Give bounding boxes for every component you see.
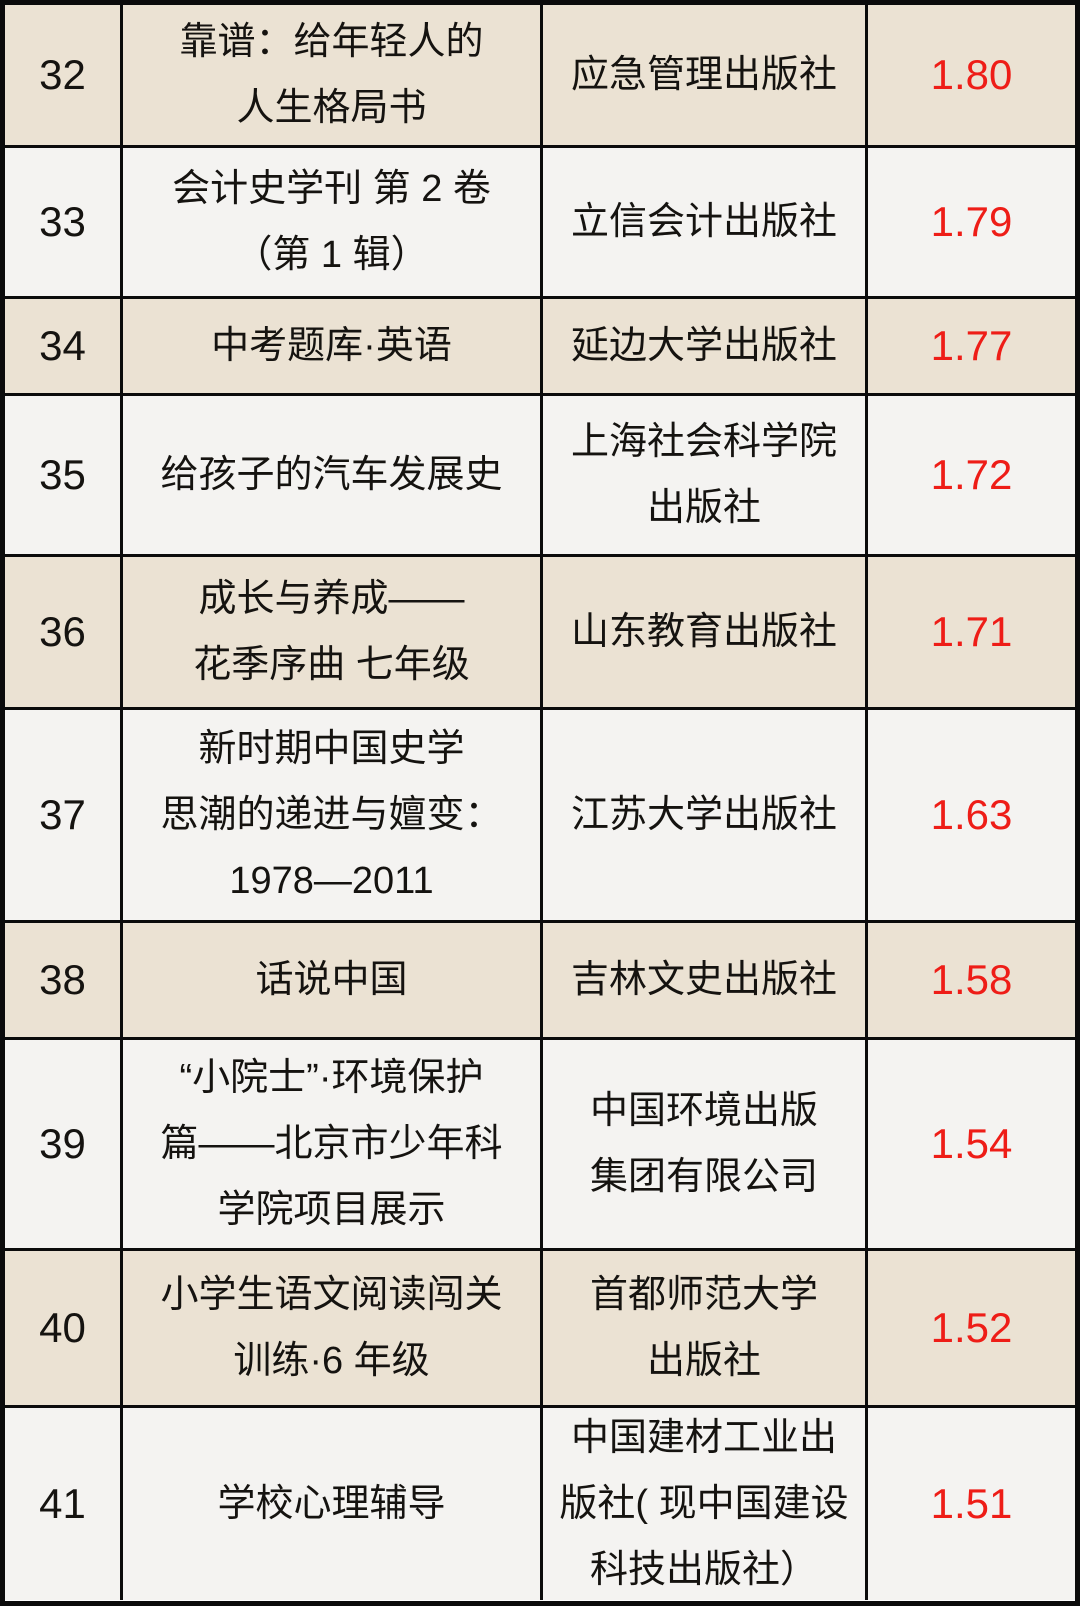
publisher-line: 江苏大学出版社 <box>570 794 837 836</box>
title-cell: 会计史学刊 第 2 卷 （第 1 辑） <box>120 148 540 296</box>
title-line: 训练·6 年级 <box>233 1340 430 1382</box>
rank-cell: 32 <box>39 51 86 98</box>
index-value: 1.71 <box>865 557 1075 707</box>
table-row: 39 “小院士”·环境保护 篇——北京市少年科 学院项目展示 中国环境出版 集团有限公司 1… <box>5 1037 1075 1248</box>
table-row: 36 成长与养成—— 花季序曲 七年级 山东教育出版社 1.71 <box>5 554 1075 707</box>
index-value: 1.54 <box>865 1040 1075 1248</box>
rank-cell: 38 <box>39 956 86 1003</box>
title-cell: 小学生语文阅读闯关 训练·6 年级 <box>120 1251 540 1405</box>
publisher-line: 出版社 <box>646 1340 761 1382</box>
index-value: 1.72 <box>865 396 1075 554</box>
title-line: “小院士”·环境保护 <box>179 1057 484 1099</box>
table-row: 35 给孩子的汽车发展史 上海社会科学院 出版社 1.72 <box>5 393 1075 554</box>
rank-cell: 34 <box>39 322 86 369</box>
title-cell: 给孩子的汽车发展史 <box>120 396 540 554</box>
publisher-line: 山东教育出版社 <box>570 611 837 653</box>
title-line: 篇——北京市少年科 <box>160 1123 503 1165</box>
rank-cell: 40 <box>39 1304 86 1351</box>
title-cell: “小院士”·环境保护 篇——北京市少年科 学院项目展示 <box>120 1040 540 1248</box>
title-line: 学校心理辅导 <box>217 1483 446 1525</box>
table-row: 38 话说中国 吉林文史出版社 1.58 <box>5 920 1075 1037</box>
table-row: 37 新时期中国史学 思潮的递进与嬗变： 1978—2011 江苏大学出版社 1.63 <box>5 707 1075 920</box>
index-value: 1.77 <box>865 299 1075 393</box>
table-row: 33 会计史学刊 第 2 卷 （第 1 辑） 立信会计出版社 1.79 <box>5 145 1075 296</box>
title-line: 学院项目展示 <box>217 1189 446 1231</box>
title-line: 中考题库·英语 <box>211 325 452 367</box>
publisher-line: 出版社 <box>646 487 761 529</box>
index-value: 1.52 <box>865 1251 1075 1405</box>
title-cell: 中考题库·英语 <box>120 299 540 393</box>
index-value: 1.58 <box>865 923 1075 1037</box>
title-line: 成长与养成—— <box>198 578 465 620</box>
index-value: 1.80 <box>865 5 1075 145</box>
publisher-cell: 应急管理出版社 <box>540 5 865 145</box>
title-line: 新时期中国史学 <box>198 728 465 770</box>
publisher-line: 中国环境出版 <box>589 1090 818 1132</box>
index-value: 1.63 <box>865 710 1075 920</box>
title-line: 1978—2011 <box>229 860 434 902</box>
publisher-line: 集团有限公司 <box>589 1156 818 1198</box>
index-value: 1.79 <box>865 148 1075 296</box>
publisher-line: 立信会计出版社 <box>570 201 837 243</box>
title-line: 靠谱：给年轻人的 <box>179 21 484 63</box>
title-cell: 新时期中国史学 思潮的递进与嬗变： 1978—2011 <box>120 710 540 920</box>
rank-cell: 39 <box>39 1120 86 1167</box>
title-line: 会计史学刊 第 2 卷 <box>172 168 491 210</box>
title-line: 思潮的递进与嬗变： <box>160 794 503 836</box>
title-cell: 成长与养成—— 花季序曲 七年级 <box>120 557 540 707</box>
title-cell: 话说中国 <box>120 923 540 1037</box>
title-line: 给孩子的汽车发展史 <box>160 454 503 496</box>
publisher-cell: 立信会计出版社 <box>540 148 865 296</box>
title-line: 小学生语文阅读闯关 <box>160 1274 503 1316</box>
publisher-line: 首都师范大学 <box>589 1274 818 1316</box>
publisher-line: 中国建材工业出 <box>570 1417 837 1459</box>
title-cell: 靠谱：给年轻人的 人生格局书 <box>120 5 540 145</box>
publisher-cell: 中国建材工业出 版社( 现中国建设 科技出版社） <box>540 1408 865 1600</box>
title-line: 花季序曲 七年级 <box>193 644 470 686</box>
rank-cell: 37 <box>39 791 86 838</box>
rank-cell: 35 <box>39 451 86 498</box>
title-line: 话说中国 <box>255 959 408 1001</box>
publisher-cell: 首都师范大学 出版社 <box>540 1251 865 1405</box>
publisher-line: 延边大学出版社 <box>570 325 837 367</box>
title-cell: 学校心理辅导 <box>120 1408 540 1600</box>
publisher-line: 版社( 现中国建设 <box>559 1483 849 1525</box>
rank-cell: 33 <box>39 198 86 245</box>
publisher-line: 吉林文史出版社 <box>570 959 837 1001</box>
table-row: 41 学校心理辅导 中国建材工业出 版社( 现中国建设 科技出版社） 1.51 <box>5 1405 1075 1600</box>
table-row: 32 靠谱：给年轻人的 人生格局书 应急管理出版社 1.80 <box>5 5 1075 145</box>
publisher-cell: 中国环境出版 集团有限公司 <box>540 1040 865 1248</box>
index-value: 1.51 <box>865 1408 1075 1600</box>
publisher-line: 上海社会科学院 <box>570 421 837 463</box>
publisher-line: 科技出版社） <box>589 1549 818 1591</box>
publisher-cell: 延边大学出版社 <box>540 299 865 393</box>
publisher-cell: 江苏大学出版社 <box>540 710 865 920</box>
publisher-line: 应急管理出版社 <box>570 54 837 96</box>
rank-cell: 41 <box>39 1480 86 1527</box>
title-line: 人生格局书 <box>236 87 427 129</box>
rank-cell: 36 <box>39 608 86 655</box>
table-row: 40 小学生语文阅读闯关 训练·6 年级 首都师范大学 出版社 1.52 <box>5 1248 1075 1405</box>
publisher-cell: 上海社会科学院 出版社 <box>540 396 865 554</box>
publisher-cell: 山东教育出版社 <box>540 557 865 707</box>
table-row: 34 中考题库·英语 延边大学出版社 1.77 <box>5 296 1075 393</box>
publisher-cell: 吉林文史出版社 <box>540 923 865 1037</box>
title-line: （第 1 辑） <box>234 234 429 276</box>
